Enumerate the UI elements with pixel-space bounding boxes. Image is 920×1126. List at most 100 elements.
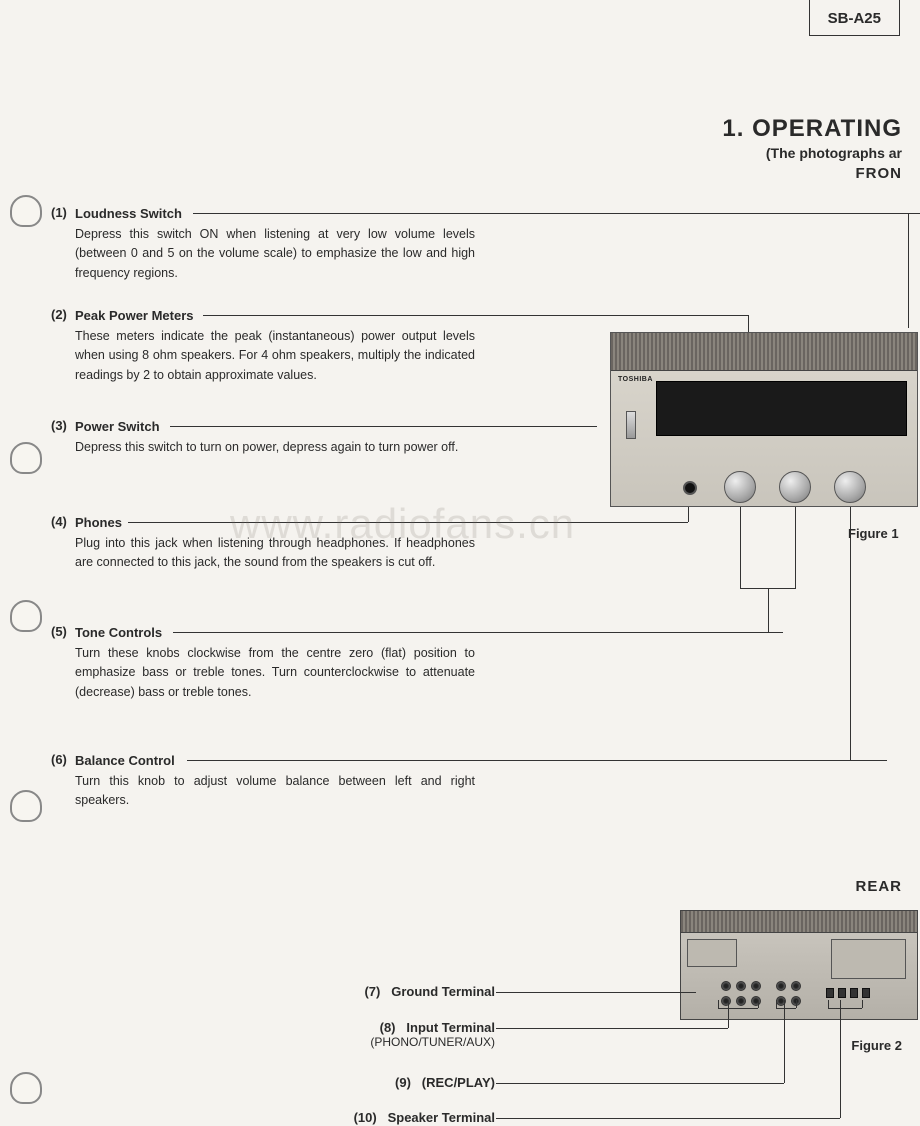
model-number: SB-A25 xyxy=(828,10,881,27)
leader-line xyxy=(496,1083,784,1084)
leader-line xyxy=(784,1000,785,1083)
leader-line xyxy=(203,315,748,316)
item-title: Ground Terminal xyxy=(391,984,495,999)
leader-line xyxy=(776,1000,777,1008)
punch-hole-icon xyxy=(10,195,42,227)
leader-line xyxy=(187,760,887,761)
leader-line xyxy=(795,498,796,588)
rca-jack-icon xyxy=(721,996,731,1006)
leader-line xyxy=(193,213,920,214)
item-number: (9) xyxy=(395,1075,411,1090)
item-title: Loudness Switch xyxy=(75,206,182,221)
punch-hole-icon xyxy=(10,600,42,632)
item-number: (7) xyxy=(364,984,380,999)
callout-item: (2) Peak Power Meters These meters indic… xyxy=(75,307,495,385)
item-number: (5) xyxy=(51,624,67,639)
item-title: Peak Power Meters xyxy=(75,308,194,323)
item-number: (10) xyxy=(354,1110,377,1125)
item-number: (3) xyxy=(51,418,67,433)
heading-subtitle: (The photographs ar xyxy=(722,145,902,161)
leader-line xyxy=(758,1000,759,1008)
heading-title: 1. OPERATING xyxy=(722,115,902,143)
leader-line xyxy=(740,498,741,588)
leader-line xyxy=(718,1000,719,1008)
item-title: Phones xyxy=(75,515,122,530)
model-number-box: SB-A25 xyxy=(809,0,900,36)
callout-item: (5) Tone Controls Turn these knobs clock… xyxy=(75,624,495,702)
leader-line xyxy=(496,1028,728,1029)
item-title: Speaker Terminal xyxy=(388,1110,495,1125)
item-title: Tone Controls xyxy=(75,625,162,640)
rca-jack-icon xyxy=(751,996,761,1006)
brand-label: TOSHIBA xyxy=(618,376,653,383)
leader-line xyxy=(828,1000,829,1008)
item-number: (1) xyxy=(51,205,67,220)
leader-line xyxy=(718,1008,758,1009)
rca-jack-icon xyxy=(736,981,746,991)
figure-front-panel: TOSHIBA xyxy=(610,332,918,507)
rear-callout-item: (7) Ground Terminal xyxy=(364,984,495,999)
punch-hole-icon xyxy=(10,442,42,474)
leader-line xyxy=(812,760,850,761)
knob-icon xyxy=(834,471,866,503)
item-body: Turn this knob to adjust volume balance … xyxy=(75,772,475,811)
item-body: These meters indicate the peak (instanta… xyxy=(75,327,475,385)
amp-rear-face xyxy=(681,933,917,1019)
item-subtitle: (PHONO/TUNER/AUX) xyxy=(370,1035,495,1049)
leader-line xyxy=(776,1008,796,1009)
amp-front-face: TOSHIBA xyxy=(611,371,917,506)
leader-line xyxy=(796,1000,797,1008)
leader-line xyxy=(173,632,783,633)
knob-icon xyxy=(779,471,811,503)
rear-callout-item: (9) (REC/PLAY) xyxy=(395,1075,495,1090)
speaker-terminal-icon xyxy=(862,988,870,998)
rear-callout-item: (8) Input Terminal (PHONO/TUNER/AUX) xyxy=(370,1020,495,1049)
rca-jack-icon xyxy=(791,981,801,991)
speaker-terminal-icon xyxy=(850,988,858,998)
leader-line xyxy=(496,992,696,993)
amp-top-grille-icon xyxy=(681,911,917,933)
amp-top-grille-icon xyxy=(611,333,917,371)
speaker-terminal-icon xyxy=(838,988,846,998)
item-number: (8) xyxy=(380,1020,396,1035)
item-title: (REC/PLAY) xyxy=(422,1075,495,1090)
item-title: Power Switch xyxy=(75,419,160,434)
punch-hole-icon xyxy=(10,790,42,822)
item-number: (2) xyxy=(51,307,67,322)
item-body: Plug into this jack when listening throu… xyxy=(75,534,475,573)
item-body: Turn these knobs clockwise from the cent… xyxy=(75,644,475,702)
callout-item: (1) Loudness Switch Depress this switch … xyxy=(75,205,495,283)
callout-item: (6) Balance Control Turn this knob to ad… xyxy=(75,752,495,811)
power-switch-icon xyxy=(626,411,636,439)
rca-jack-icon xyxy=(721,981,731,991)
figure-caption: Figure 2 xyxy=(851,1038,902,1053)
rear-callout-item: (10) Speaker Terminal xyxy=(354,1110,495,1125)
callout-item: (4) Phones Plug into this jack when list… xyxy=(75,514,495,573)
rca-jack-icon xyxy=(751,981,761,991)
punch-hole-icon xyxy=(10,1072,42,1104)
leader-line xyxy=(840,1000,841,1118)
leader-line xyxy=(768,588,769,632)
page: SB-A25 1. OPERATING (The photographs ar … xyxy=(0,0,920,1126)
leader-line xyxy=(828,1008,862,1009)
meter-panel-icon xyxy=(656,381,907,436)
section-heading: 1. OPERATING (The photographs ar FRON xyxy=(722,115,902,182)
item-number: (6) xyxy=(51,752,67,767)
leader-line xyxy=(768,632,783,633)
item-body: Depress this switch to turn on power, de… xyxy=(75,438,475,457)
figure-caption: Figure 1 xyxy=(848,526,899,541)
rear-section-label: REAR xyxy=(855,878,902,895)
callout-item: (3) Power Switch Depress this switch to … xyxy=(75,418,495,457)
rear-label-panel-icon xyxy=(831,939,906,979)
leader-line xyxy=(128,522,688,523)
caution-label-icon xyxy=(687,939,737,967)
leader-line xyxy=(862,1000,863,1008)
item-title: Input Terminal xyxy=(406,1020,495,1035)
leader-line xyxy=(496,1118,840,1119)
knob-icon xyxy=(724,471,756,503)
item-body: Depress this switch ON when listening at… xyxy=(75,225,475,283)
leader-line xyxy=(170,426,597,427)
item-title: Balance Control xyxy=(75,753,175,768)
speaker-terminal-icon xyxy=(826,988,834,998)
rca-jack-icon xyxy=(736,996,746,1006)
